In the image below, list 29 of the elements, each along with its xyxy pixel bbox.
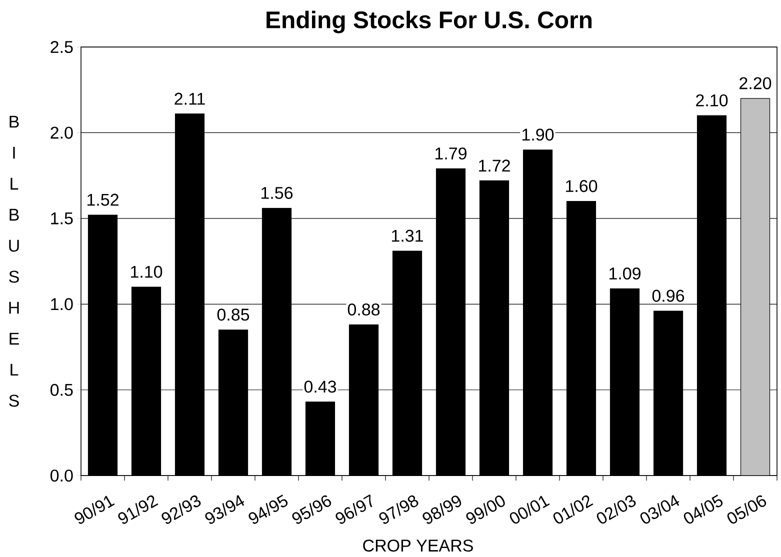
data-label: 0.43 <box>304 380 336 393</box>
data-label: 2.20 <box>740 77 772 90</box>
data-label: 0.85 <box>217 308 250 321</box>
y-tick-label: 1.0 <box>51 298 73 310</box>
x-tick-label: 90/91 <box>74 496 115 524</box>
data-label: 1.90 <box>522 128 554 141</box>
data-label: 1.72 <box>479 160 510 172</box>
data-label: 1.60 <box>566 180 598 192</box>
data-label: 1.79 <box>436 147 466 160</box>
x-tick-label: 00/01 <box>510 496 550 524</box>
y-tick-label: 0.5 <box>50 384 73 396</box>
data-label: 0.88 <box>348 303 380 316</box>
y-tick-label: 2.0 <box>50 126 73 139</box>
text: B I L B U S H E L S <box>9 116 19 407</box>
x-tick-label: 99/00 <box>466 496 505 524</box>
y-tick-label: 1.5 <box>51 212 73 224</box>
data-label: 1.52 <box>88 194 118 206</box>
data-label: 2.10 <box>696 94 728 106</box>
data-label: 1.56 <box>262 186 293 199</box>
y-tick-label: 2.5 <box>50 40 73 54</box>
chart-title: Ending Stocks For U.S. Corn <box>266 10 592 34</box>
x-tick-label: 98/99 <box>422 496 462 524</box>
data-label: 1.09 <box>610 267 640 280</box>
x-axis-title: CROP YEARS <box>363 540 473 552</box>
data-label: 0.96 <box>652 290 684 302</box>
data-label: 1.10 <box>131 266 162 278</box>
data-label: 1.31 <box>392 230 423 242</box>
y-tick-label: 0.0 <box>50 470 73 482</box>
data-label: 2.11 <box>174 92 205 105</box>
